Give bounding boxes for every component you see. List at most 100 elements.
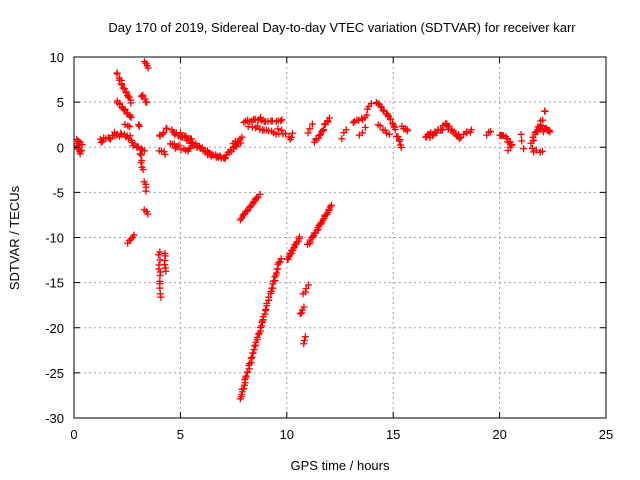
data-point (181, 132, 189, 140)
data-point (539, 116, 547, 124)
data-point (161, 261, 169, 269)
data-point (281, 130, 289, 138)
data-point (456, 134, 464, 142)
data-point (227, 148, 235, 156)
data-point (288, 129, 296, 137)
data-point (429, 132, 437, 140)
x-tick-label: 5 (177, 427, 184, 442)
data-point (139, 166, 147, 174)
data-point (363, 111, 371, 119)
y-tick-label: -25 (45, 366, 64, 381)
data-point (248, 123, 256, 131)
x-tick-label: 25 (599, 427, 613, 442)
data-point (385, 130, 393, 138)
y-tick-label: 10 (50, 50, 64, 65)
data-point (391, 125, 399, 133)
y-tick-label: -5 (52, 185, 64, 200)
ticks-layer: 0 5 10 15 20 25 10 5 0 -5 -10 -15 -20 -25 -30 (45, 50, 613, 442)
data-point (249, 349, 257, 357)
data-point (254, 193, 262, 201)
data-point (137, 159, 145, 167)
data-point (325, 114, 333, 122)
data-point (296, 310, 304, 318)
data-point (274, 125, 282, 133)
data-point (256, 190, 264, 198)
data-point (532, 128, 540, 136)
y-tick-label: -30 (45, 411, 64, 426)
data-point (161, 150, 169, 158)
data-point (438, 126, 446, 134)
data-point (135, 122, 143, 130)
data-point (97, 138, 105, 146)
y-tick-label: -15 (45, 276, 64, 291)
data-point (78, 147, 86, 155)
data-point (242, 372, 250, 380)
data-point (389, 119, 397, 127)
data-point (271, 273, 279, 281)
data-point (162, 267, 170, 275)
chart-title: Day 170 of 2019, Sidereal Day-to-day VTE… (108, 20, 576, 35)
data-point (118, 81, 126, 89)
data-point (136, 150, 144, 158)
data-point (487, 128, 495, 136)
data-point (78, 141, 86, 149)
data-point (304, 129, 312, 137)
data-point (520, 145, 528, 153)
data-point (135, 121, 143, 129)
data-point (261, 310, 269, 318)
data-point (185, 145, 193, 153)
data-point (125, 237, 133, 245)
data-point (155, 251, 163, 259)
data-point (144, 64, 152, 72)
data-point (387, 115, 395, 123)
data-point (517, 130, 525, 138)
data-point (236, 216, 244, 224)
data-point (163, 125, 171, 133)
data-point (276, 258, 284, 266)
data-point (315, 132, 323, 140)
x-tick-label: 10 (280, 427, 294, 442)
data-point (278, 126, 286, 134)
data-point (326, 203, 334, 211)
data-point (403, 127, 411, 135)
data-point (349, 118, 357, 126)
data-point (342, 126, 350, 134)
data-point (532, 146, 540, 154)
data-point (319, 216, 327, 224)
data-points-layer (73, 58, 554, 403)
data-point (277, 117, 285, 125)
data-point (328, 201, 336, 209)
data-point (156, 256, 164, 264)
data-point (126, 112, 134, 120)
data-point (144, 210, 152, 218)
data-point (175, 141, 183, 149)
data-point (126, 132, 134, 140)
data-point (379, 106, 387, 114)
data-point (308, 120, 316, 128)
data-point (119, 84, 127, 92)
grid-layer (74, 57, 606, 418)
data-point (253, 333, 261, 341)
y-tick-label: 5 (57, 95, 64, 110)
y-tick-label: -20 (45, 321, 64, 336)
data-point (358, 129, 366, 137)
data-point (300, 337, 308, 345)
data-point (382, 129, 390, 137)
data-point (541, 107, 549, 115)
data-point (130, 231, 138, 239)
data-point (140, 147, 148, 155)
data-point (265, 293, 273, 301)
data-point (367, 100, 375, 108)
x-tick-label: 15 (386, 427, 400, 442)
data-point (302, 285, 310, 293)
data-point (290, 244, 298, 252)
data-point (246, 203, 254, 211)
data-point (126, 123, 134, 131)
data-point (142, 187, 150, 195)
data-point (467, 126, 475, 134)
data-point (320, 126, 328, 134)
data-point (304, 281, 312, 289)
data-point (171, 144, 179, 152)
data-point (301, 333, 309, 341)
